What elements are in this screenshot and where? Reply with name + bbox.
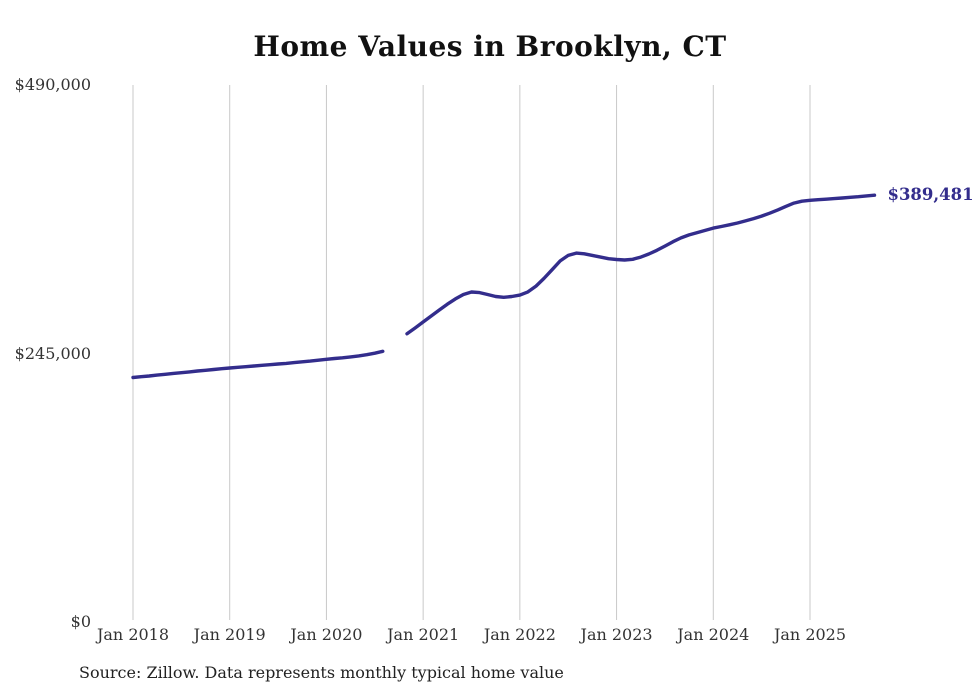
y-axis-tick-label: $0	[70, 612, 91, 631]
x-axis-tick-label: Jan 2022	[483, 625, 556, 644]
home-value-line	[131, 193, 877, 380]
x-axis-tick-label: Jan 2021	[387, 625, 460, 644]
source-note: Source: Zillow. Data represents monthly …	[79, 663, 564, 682]
x-axis-tick-label: Jan 2020	[290, 625, 363, 644]
x-axis-tick-label: Jan 2023	[580, 625, 653, 644]
chart-title: Home Values in Brooklyn, CT	[253, 30, 727, 63]
x-axis-tick-label: Jan 2024	[677, 625, 750, 644]
y-axis-tick-label: $245,000	[14, 343, 91, 363]
x-axis-tick-label: Jan 2025	[773, 625, 847, 644]
y-axis-tick-label: $490,000	[14, 75, 91, 94]
latest-value-label: $389,481	[887, 185, 974, 205]
x-axis-tick-label: Jan 2018	[96, 625, 170, 644]
x-axis-tick-label: Jan 2019	[193, 625, 266, 644]
